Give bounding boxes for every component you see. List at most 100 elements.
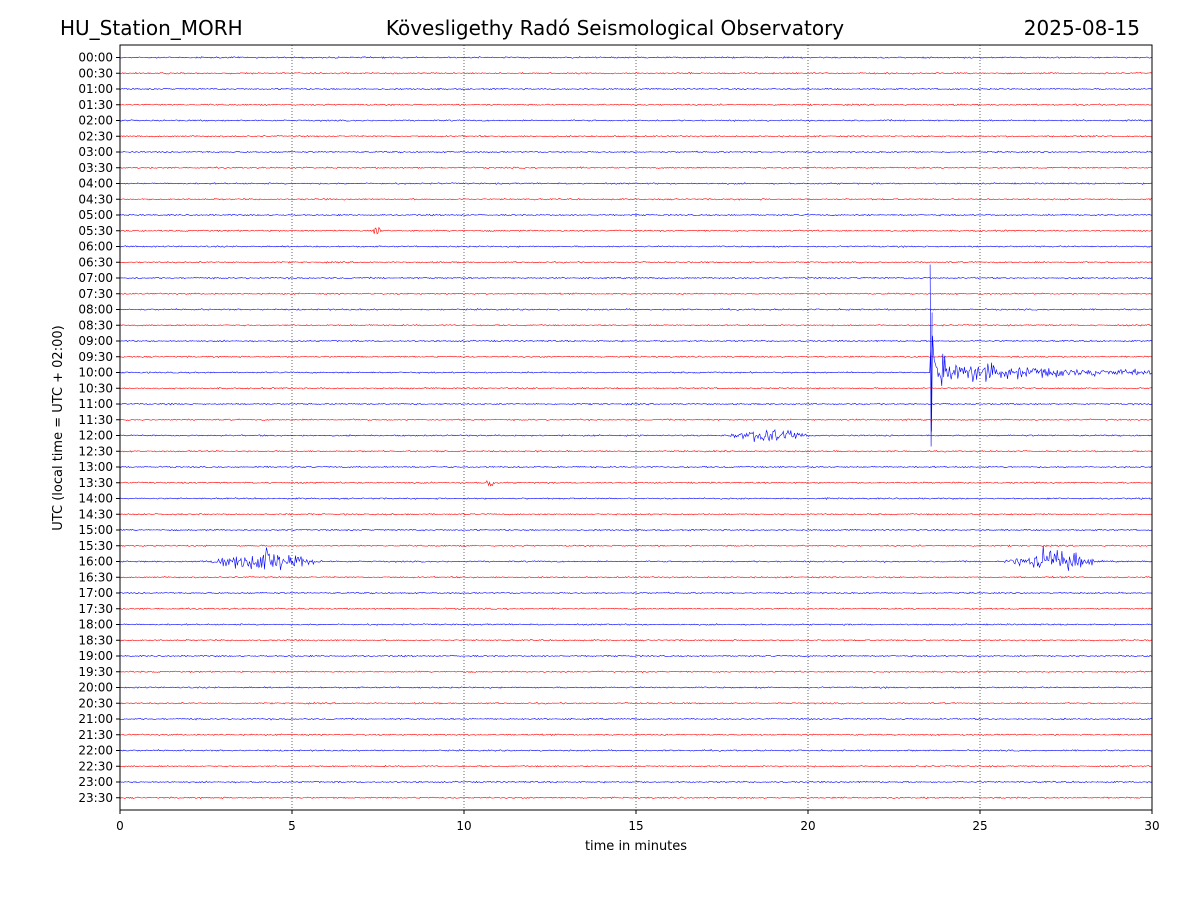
x-tick-label: 10 <box>456 819 471 833</box>
x-tick-label: 5 <box>288 819 296 833</box>
y-tick-label: 17:30 <box>78 602 113 616</box>
trace-line <box>119 449 1153 453</box>
y-tick-label: 10:00 <box>78 366 113 380</box>
trace-line <box>119 308 1153 311</box>
y-tick-label: 12:30 <box>78 444 113 458</box>
trace-line <box>119 119 1153 123</box>
x-axis: 0 5 10 15 20 25 30 <box>116 810 1160 833</box>
trace-group <box>119 56 1153 800</box>
y-tick-label: 23:30 <box>78 791 113 805</box>
y-tick-label: 15:30 <box>78 539 113 553</box>
y-tick-label: 02:30 <box>78 129 113 143</box>
chart-date: 2025-08-15 <box>1024 16 1140 40</box>
trace-line <box>119 418 1153 422</box>
y-tick-label: 09:00 <box>78 334 113 348</box>
trace-line <box>119 686 1152 689</box>
trace-line <box>119 226 1153 235</box>
trace-line <box>119 197 1153 201</box>
y-tick-label: 14:00 <box>78 492 113 506</box>
trace-line <box>119 182 1153 185</box>
y-tick-label: 03:30 <box>78 161 113 175</box>
y-tick-label: 21:30 <box>78 728 113 742</box>
trace-line <box>119 701 1153 705</box>
y-tick-label: 12:00 <box>78 429 113 443</box>
y-tick-label: 00:00 <box>78 51 113 65</box>
trace-line <box>119 71 1153 75</box>
trace-line <box>119 749 1153 752</box>
y-tick-label: 15:00 <box>78 523 113 537</box>
plot-frame <box>119 44 1153 811</box>
trace-line <box>119 387 1153 390</box>
x-tick-label: 20 <box>800 819 815 833</box>
y-tick-label: 22:30 <box>78 759 113 773</box>
x-axis-label: time in minutes <box>585 839 687 854</box>
trace-line <box>119 213 1153 217</box>
y-tick-label: 04:30 <box>78 192 113 206</box>
trace-line <box>119 56 1153 59</box>
trace-line <box>119 544 1153 548</box>
y-tick-label: 03:00 <box>78 145 113 159</box>
trace-line <box>119 512 1153 516</box>
y-tick-label: 00:30 <box>78 66 113 80</box>
trace-line <box>119 575 1153 579</box>
y-tick-label: 07:30 <box>78 287 113 301</box>
x-tick-label: 0 <box>116 819 124 833</box>
trace-line <box>120 245 1153 248</box>
y-tick-label: 20:30 <box>78 696 113 710</box>
trace-line <box>119 670 1153 674</box>
y-tick-label: 19:30 <box>78 665 113 679</box>
trace-line <box>119 134 1153 138</box>
trace-line <box>119 638 1153 642</box>
trace-line <box>119 796 1153 800</box>
y-tick-label: 05:30 <box>78 224 113 238</box>
x-tick-label: 30 <box>1144 819 1159 833</box>
trace-line <box>119 497 1153 500</box>
station-name: HU_Station_MORH <box>60 16 243 40</box>
y-tick-label: 18:30 <box>78 633 113 647</box>
trace-line <box>119 339 1153 343</box>
trace-line <box>119 480 1153 487</box>
trace-line <box>119 764 1153 768</box>
trace-line <box>119 355 1153 359</box>
trace-line <box>119 528 1153 532</box>
trace-line <box>120 402 1153 406</box>
trace-line <box>120 717 1153 721</box>
y-tick-label: 01:30 <box>78 98 113 112</box>
y-tick-label: 19:00 <box>78 649 113 663</box>
trace-line <box>119 465 1153 469</box>
y-tick-label: 04:00 <box>78 177 113 191</box>
y-tick-label: 08:00 <box>78 303 113 317</box>
y-tick-label: 13:00 <box>78 460 113 474</box>
y-tick-label: 06:30 <box>78 255 113 269</box>
trace-line <box>119 429 1153 443</box>
trace-line <box>119 607 1153 610</box>
trace-line <box>119 591 1153 595</box>
trace-line <box>119 276 1153 280</box>
y-tick-label: 11:30 <box>78 413 113 427</box>
y-tick-label: 20:00 <box>78 681 113 695</box>
trace-line <box>119 103 1153 107</box>
trace-line <box>119 654 1153 658</box>
y-tick-label: 13:30 <box>78 476 113 490</box>
trace-line <box>120 292 1153 296</box>
y-tick-label: 17:00 <box>78 586 113 600</box>
trace-line <box>119 166 1153 169</box>
trace-line <box>119 323 1153 327</box>
x-tick-label: 25 <box>972 819 987 833</box>
y-tick-label: 02:00 <box>78 114 113 128</box>
trace-line <box>119 150 1153 154</box>
trace-line <box>119 780 1153 784</box>
x-tick-label: 15 <box>628 819 643 833</box>
y-axis-label: UTC (local time = UTC + 02:00) <box>51 325 66 530</box>
trace-line <box>119 545 1153 571</box>
grid-lines <box>291 45 981 810</box>
trace-line <box>119 264 1153 447</box>
y-tick-label: 23:00 <box>78 775 113 789</box>
y-tick-label: 16:30 <box>78 570 113 584</box>
y-tick-label: 10:30 <box>78 381 113 395</box>
y-tick-label: 01:00 <box>78 82 113 96</box>
chart-title: Kövesligethy Radó Seismological Observat… <box>386 16 844 40</box>
trace-line <box>119 733 1153 737</box>
y-tick-label: 14:30 <box>78 507 113 521</box>
